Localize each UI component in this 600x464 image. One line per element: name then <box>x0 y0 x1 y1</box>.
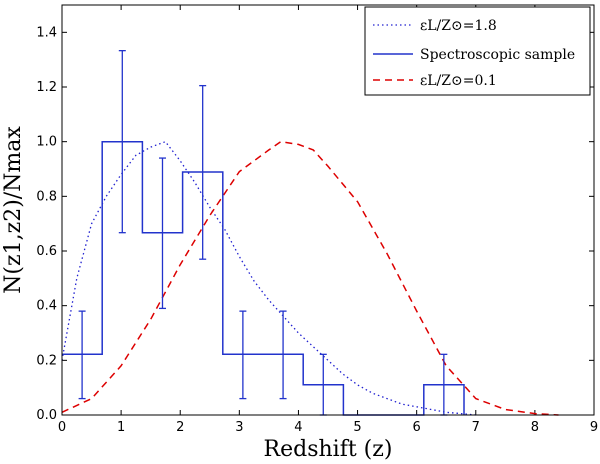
y-tick-label: 1.4 <box>36 25 57 40</box>
x-tick-label: 0 <box>58 420 66 435</box>
ticks-layer: 0 1 2 3 4 5 6 7 8 9 0.0 0.2 0.4 0.6 0.8 1.0 1.2 1.4 <box>36 5 598 435</box>
y-tick-label: 1.2 <box>36 80 57 95</box>
y-tick-label: 0.4 <box>36 299 57 314</box>
error-bar <box>199 84 207 260</box>
x-tick-label: 2 <box>176 420 184 435</box>
x-tick-label: 4 <box>294 420 302 435</box>
x-tick-label: 1 <box>117 420 125 435</box>
x-tick-label: 7 <box>472 420 480 435</box>
y-tick-label: 0.0 <box>36 408 57 423</box>
legend-label-high-metallicity: εL/Z⊙=1.8 <box>420 18 497 34</box>
error-bar <box>239 310 247 400</box>
x-tick-label: 5 <box>353 420 361 435</box>
x-tick-label: 3 <box>235 420 243 435</box>
error-bar <box>158 157 166 310</box>
y-tick-label: 0.8 <box>36 189 57 204</box>
x-tick-label: 8 <box>531 420 539 435</box>
error-bar <box>279 310 287 400</box>
legend-label-spectroscopic: Spectroscopic sample <box>420 47 575 63</box>
x-tick-label: 9 <box>590 420 598 435</box>
y-axis-title: N(z1,z2)/Nmax <box>1 126 26 294</box>
plot-frame <box>61 4 595 416</box>
error-bar <box>78 310 86 400</box>
y-tick-label: 0.2 <box>36 353 57 368</box>
error-bar <box>118 49 126 234</box>
legend-label-low-metallicity: εL/Z⊙=0.1 <box>420 73 497 89</box>
y-tick-label: 1.0 <box>36 135 57 150</box>
legend: εL/Z⊙=1.8 Spectroscopic sample εL/Z⊙=0.1 <box>364 6 591 96</box>
x-axis-title: Redshift (z) <box>264 437 393 462</box>
y-tick-label: 0.6 <box>36 244 57 259</box>
x-tick-label: 6 <box>413 420 421 435</box>
